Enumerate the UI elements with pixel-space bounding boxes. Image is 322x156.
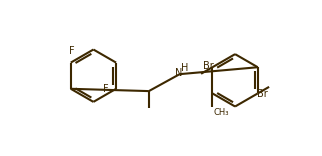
Text: F: F [103,84,109,94]
Text: Br: Br [257,89,268,99]
Text: F: F [70,46,75,56]
Text: H: H [181,63,188,73]
Text: CH₃: CH₃ [214,108,230,117]
Text: Br: Br [203,61,213,71]
Text: N: N [175,68,183,78]
